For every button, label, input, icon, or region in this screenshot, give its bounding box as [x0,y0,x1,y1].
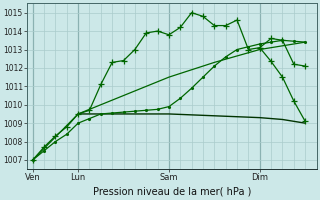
X-axis label: Pression niveau de la mer( hPa ): Pression niveau de la mer( hPa ) [92,187,251,197]
